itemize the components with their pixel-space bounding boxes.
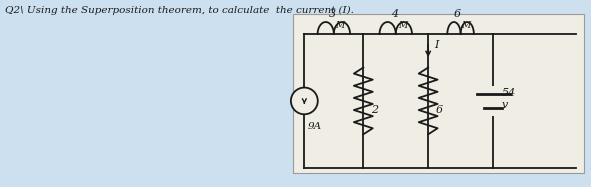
Ellipse shape bbox=[291, 88, 318, 114]
Text: M: M bbox=[461, 21, 470, 30]
Text: 9A: 9A bbox=[307, 122, 322, 131]
Text: 3: 3 bbox=[329, 9, 336, 19]
Text: 2: 2 bbox=[371, 105, 378, 115]
Text: M: M bbox=[398, 21, 407, 30]
Text: 6: 6 bbox=[454, 9, 461, 19]
Text: M: M bbox=[336, 21, 345, 30]
Text: Q2\ Using the Superposition theorem, to calculate  the current (I).: Q2\ Using the Superposition theorem, to … bbox=[5, 6, 354, 15]
FancyBboxPatch shape bbox=[293, 14, 584, 173]
Text: I: I bbox=[434, 40, 439, 50]
Text: 6: 6 bbox=[436, 105, 443, 115]
Text: 54
v: 54 v bbox=[501, 88, 515, 110]
Text: 4: 4 bbox=[391, 9, 398, 19]
FancyBboxPatch shape bbox=[481, 86, 505, 116]
